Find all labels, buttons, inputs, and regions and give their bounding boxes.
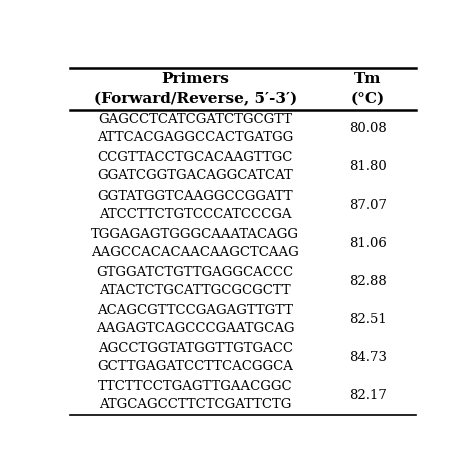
- Text: 82.88: 82.88: [349, 275, 387, 288]
- Text: GGTATGGTCAAGGCCGGATT
ATCCTTCTGTCCCATCCCGA: GGTATGGTCAAGGCCGGATT ATCCTTCTGTCCCATCCCG…: [97, 190, 293, 220]
- Text: 82.51: 82.51: [349, 313, 387, 326]
- Text: TGGAGAGTGGGCAAATACAGG
AAGCCACACAACAAGCTCAAG: TGGAGAGTGGGCAAATACAGG AAGCCACACAACAAGCTC…: [91, 228, 299, 259]
- Text: 84.73: 84.73: [349, 351, 387, 364]
- Text: GTGGATCTGTTGAGGCACCC
ATACTCTGCATTGCGCGCTT: GTGGATCTGTTGAGGCACCC ATACTCTGCATTGCGCGCT…: [97, 266, 294, 297]
- Text: AGCCTGGTATGGTTGTGACC
GCTTGAGATCCTTCACGGCA: AGCCTGGTATGGTTGTGACC GCTTGAGATCCTTCACGGC…: [97, 342, 293, 373]
- Text: Tm
(°C): Tm (°C): [351, 72, 385, 106]
- Text: 82.17: 82.17: [349, 389, 387, 402]
- Text: CCGTTACCTGCACAAGTTGC
GGATCGGTGACAGGCATCAT: CCGTTACCTGCACAAGTTGC GGATCGGTGACAGGCATCA…: [97, 152, 293, 182]
- Text: TTCTTCCTGAGTTGAACGGC
ATGCAGCCTTCTCGATTCTG: TTCTTCCTGAGTTGAACGGC ATGCAGCCTTCTCGATTCT…: [98, 380, 292, 411]
- Text: Primers
(Forward/Reverse, 5′-3′): Primers (Forward/Reverse, 5′-3′): [93, 72, 297, 106]
- Text: 80.08: 80.08: [349, 122, 387, 136]
- Text: 81.80: 81.80: [349, 160, 387, 173]
- Text: 81.06: 81.06: [349, 237, 387, 250]
- Text: GAGCCTCATCGATCTGCGTT
ATTCACGAGGCCACTGATGG: GAGCCTCATCGATCTGCGTT ATTCACGAGGCCACTGATG…: [97, 113, 293, 145]
- Text: 87.07: 87.07: [349, 199, 387, 211]
- Text: ACAGCGTTCCGAGAGTTGTT
AAGAGTCAGCCCGAATGCAG: ACAGCGTTCCGAGAGTTGTT AAGAGTCAGCCCGAATGCA…: [96, 304, 294, 335]
